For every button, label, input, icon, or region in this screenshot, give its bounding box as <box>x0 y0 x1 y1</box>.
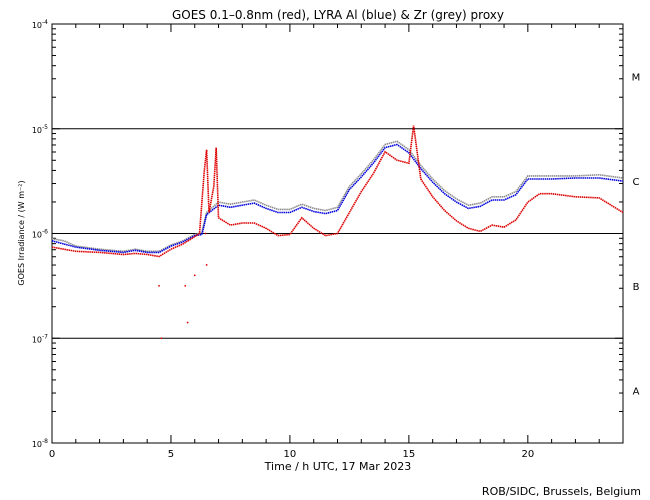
y-tick-label: 10-5 <box>32 124 48 135</box>
y-tick-label: 10-7 <box>32 333 48 344</box>
flare-class-labels: M C B A <box>632 72 641 397</box>
y-tick-base: 10 <box>32 21 42 30</box>
y-axis-label: GOES Irradiance / (W m⁻²) <box>17 180 26 285</box>
y-tick-base: 10 <box>32 231 42 240</box>
x-axis-ticks: 0 5 10 15 20 <box>49 24 624 460</box>
footer-credit: ROB/SIDC, Brussels, Belgium <box>482 485 641 498</box>
x-tick-label: 5 <box>168 449 174 460</box>
x-tick-label: 10 <box>284 449 297 460</box>
y-tick-exponent: -8 <box>42 438 48 445</box>
x-axis-label: Time / h UTC, 17 Mar 2023 <box>264 460 412 473</box>
y-tick-exponent: -7 <box>42 333 48 340</box>
x-tick-label: 15 <box>403 449 416 460</box>
outlier-point <box>158 284 160 287</box>
outlier-point <box>184 284 187 287</box>
y-tick-label: 10-8 <box>32 438 48 449</box>
outlier-point <box>193 274 196 277</box>
x-tick-label: 20 <box>521 449 534 460</box>
data-series <box>51 125 624 340</box>
y-tick-exponent: -5 <box>42 124 48 131</box>
y-tick-label: 10-4 <box>32 19 48 30</box>
y-tick-base: 10 <box>32 126 42 135</box>
y-tick-base: 10 <box>32 440 42 449</box>
chart-title: GOES 0.1–0.8nm (red), LYRA Al (blue) & Z… <box>172 8 504 22</box>
flare-class-label: B <box>633 282 640 293</box>
outlier-point <box>186 321 189 324</box>
series-line <box>51 140 624 253</box>
x-tick-label: 0 <box>49 449 55 460</box>
y-tick-exponent: -4 <box>42 19 48 26</box>
series-line <box>51 143 624 254</box>
flare-class-label: A <box>633 387 640 398</box>
y-tick-exponent: -6 <box>42 229 48 236</box>
outlier-point <box>205 264 208 266</box>
y-tick-base: 10 <box>32 335 42 344</box>
series-line <box>51 125 624 258</box>
outlier-point <box>204 232 207 235</box>
flare-class-label: C <box>633 177 640 188</box>
flare-class-label: M <box>632 72 641 83</box>
y-axis-ticks: 10-410-510-610-710-8 <box>32 19 623 449</box>
outlier-point <box>160 337 163 340</box>
y-tick-label: 10-6 <box>32 229 48 240</box>
